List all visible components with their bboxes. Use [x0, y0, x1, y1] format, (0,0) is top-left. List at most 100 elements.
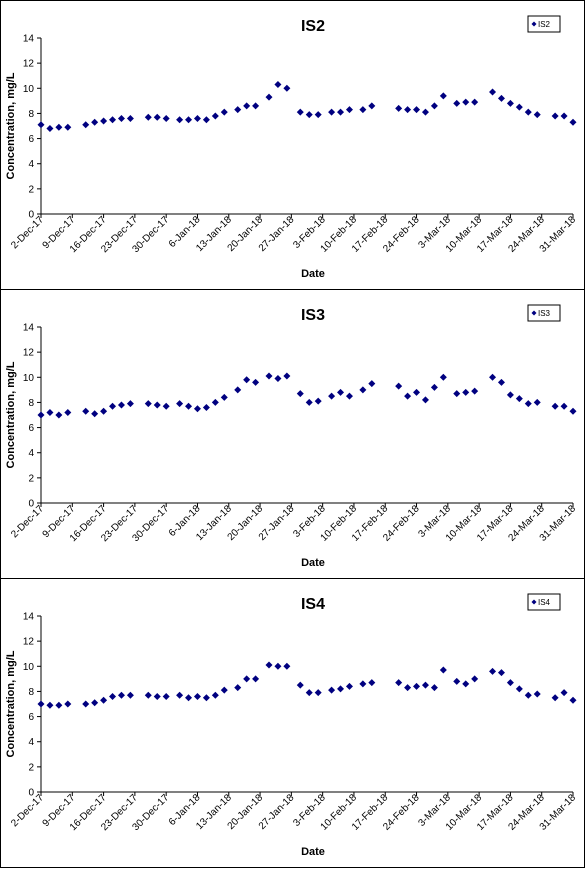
data-point	[430, 684, 438, 692]
data-point	[430, 383, 438, 391]
data-point	[64, 123, 72, 131]
data-point	[533, 111, 541, 119]
y-axis-label: Concentration, mg/L	[5, 361, 17, 468]
data-point	[265, 661, 273, 669]
data-point	[82, 121, 90, 129]
data-point	[109, 116, 117, 124]
y-tick-label: 8	[28, 687, 34, 698]
data-point	[569, 696, 577, 704]
data-point	[193, 405, 201, 413]
data-point	[202, 403, 210, 411]
data-point	[305, 111, 313, 119]
data-point	[413, 106, 421, 114]
data-point	[162, 692, 170, 700]
data-point	[211, 691, 219, 699]
data-point	[524, 400, 532, 408]
y-tick-label: 2	[28, 473, 34, 484]
data-point	[368, 679, 376, 687]
data-point	[100, 407, 108, 415]
data-point	[144, 400, 152, 408]
data-point	[395, 679, 403, 687]
data-point	[185, 694, 193, 702]
data-point	[421, 108, 429, 116]
data-point	[162, 402, 170, 410]
data-point	[515, 103, 523, 111]
y-tick-label: 2	[28, 762, 34, 773]
y-tick-label: 4	[28, 448, 34, 459]
data-point	[283, 84, 291, 92]
data-point	[37, 121, 45, 129]
y-axis-label: Concentration, mg/L	[5, 72, 17, 179]
data-point	[515, 395, 523, 403]
data-point	[560, 112, 568, 120]
data-point	[462, 680, 470, 688]
legend-box	[527, 15, 561, 33]
data-point	[274, 662, 282, 670]
data-point	[345, 392, 353, 400]
data-point	[91, 410, 99, 418]
data-point	[176, 691, 184, 699]
data-point	[413, 682, 421, 690]
data-point	[533, 690, 541, 698]
data-point	[252, 102, 260, 110]
y-tick-label: 4	[28, 159, 34, 170]
data-point	[471, 387, 479, 395]
data-point	[551, 694, 559, 702]
data-point	[117, 401, 125, 409]
data-point	[126, 114, 134, 122]
data-point	[46, 701, 54, 709]
data-point	[439, 666, 447, 674]
data-point	[453, 390, 461, 398]
data-point	[551, 402, 559, 410]
data-point	[506, 99, 514, 107]
data-point	[345, 106, 353, 114]
data-point	[144, 113, 152, 121]
data-point	[283, 372, 291, 380]
data-point	[64, 700, 72, 708]
legend-label: IS3	[538, 309, 551, 318]
data-point	[162, 114, 170, 122]
data-point	[569, 407, 577, 415]
y-tick-label: 12	[23, 637, 35, 648]
data-point	[55, 123, 63, 131]
chart-svg-is2: IS2024681012142-Dec-179-Dec-1716-Dec-172…	[5, 15, 578, 280]
y-axis-label: Concentration, mg/L	[5, 650, 17, 757]
data-point	[117, 114, 125, 122]
data-point	[220, 686, 228, 694]
y-tick-label: 12	[23, 59, 35, 70]
y-tick-label: 14	[23, 34, 35, 45]
chart-title: IS3	[301, 307, 325, 324]
data-point	[252, 675, 260, 683]
data-point	[439, 373, 447, 381]
data-point	[283, 662, 291, 670]
chart-svg-is3: IS3024681012142-Dec-179-Dec-1716-Dec-172…	[5, 304, 578, 569]
chart-panel-is4: IS4 0 2 4 6 8 10 12 14 2-Dec-17 9-Dec-17 16-Dec-17 2…	[0, 578, 585, 868]
data-point	[176, 116, 184, 124]
data-point	[153, 113, 161, 121]
data-point	[243, 102, 251, 110]
data-point	[404, 392, 412, 400]
data-point	[109, 402, 117, 410]
y-tick-label: 8	[28, 109, 34, 120]
data-point	[243, 376, 251, 384]
data-point	[328, 392, 336, 400]
x-axis-label: Date	[301, 557, 325, 569]
legend-label: IS2	[538, 20, 551, 29]
data-point	[430, 102, 438, 110]
data-point	[569, 118, 577, 126]
data-point	[296, 681, 304, 689]
data-point	[462, 388, 470, 396]
data-point	[153, 401, 161, 409]
y-tick-label: 6	[28, 423, 34, 434]
data-point	[551, 112, 559, 120]
data-point	[524, 108, 532, 116]
data-point	[506, 391, 514, 399]
data-point	[296, 108, 304, 116]
data-point	[471, 98, 479, 106]
data-point	[252, 378, 260, 386]
data-point	[439, 92, 447, 100]
data-point	[305, 398, 313, 406]
data-point	[296, 390, 304, 398]
data-point	[243, 675, 251, 683]
y-tick-label: 2	[28, 184, 34, 195]
